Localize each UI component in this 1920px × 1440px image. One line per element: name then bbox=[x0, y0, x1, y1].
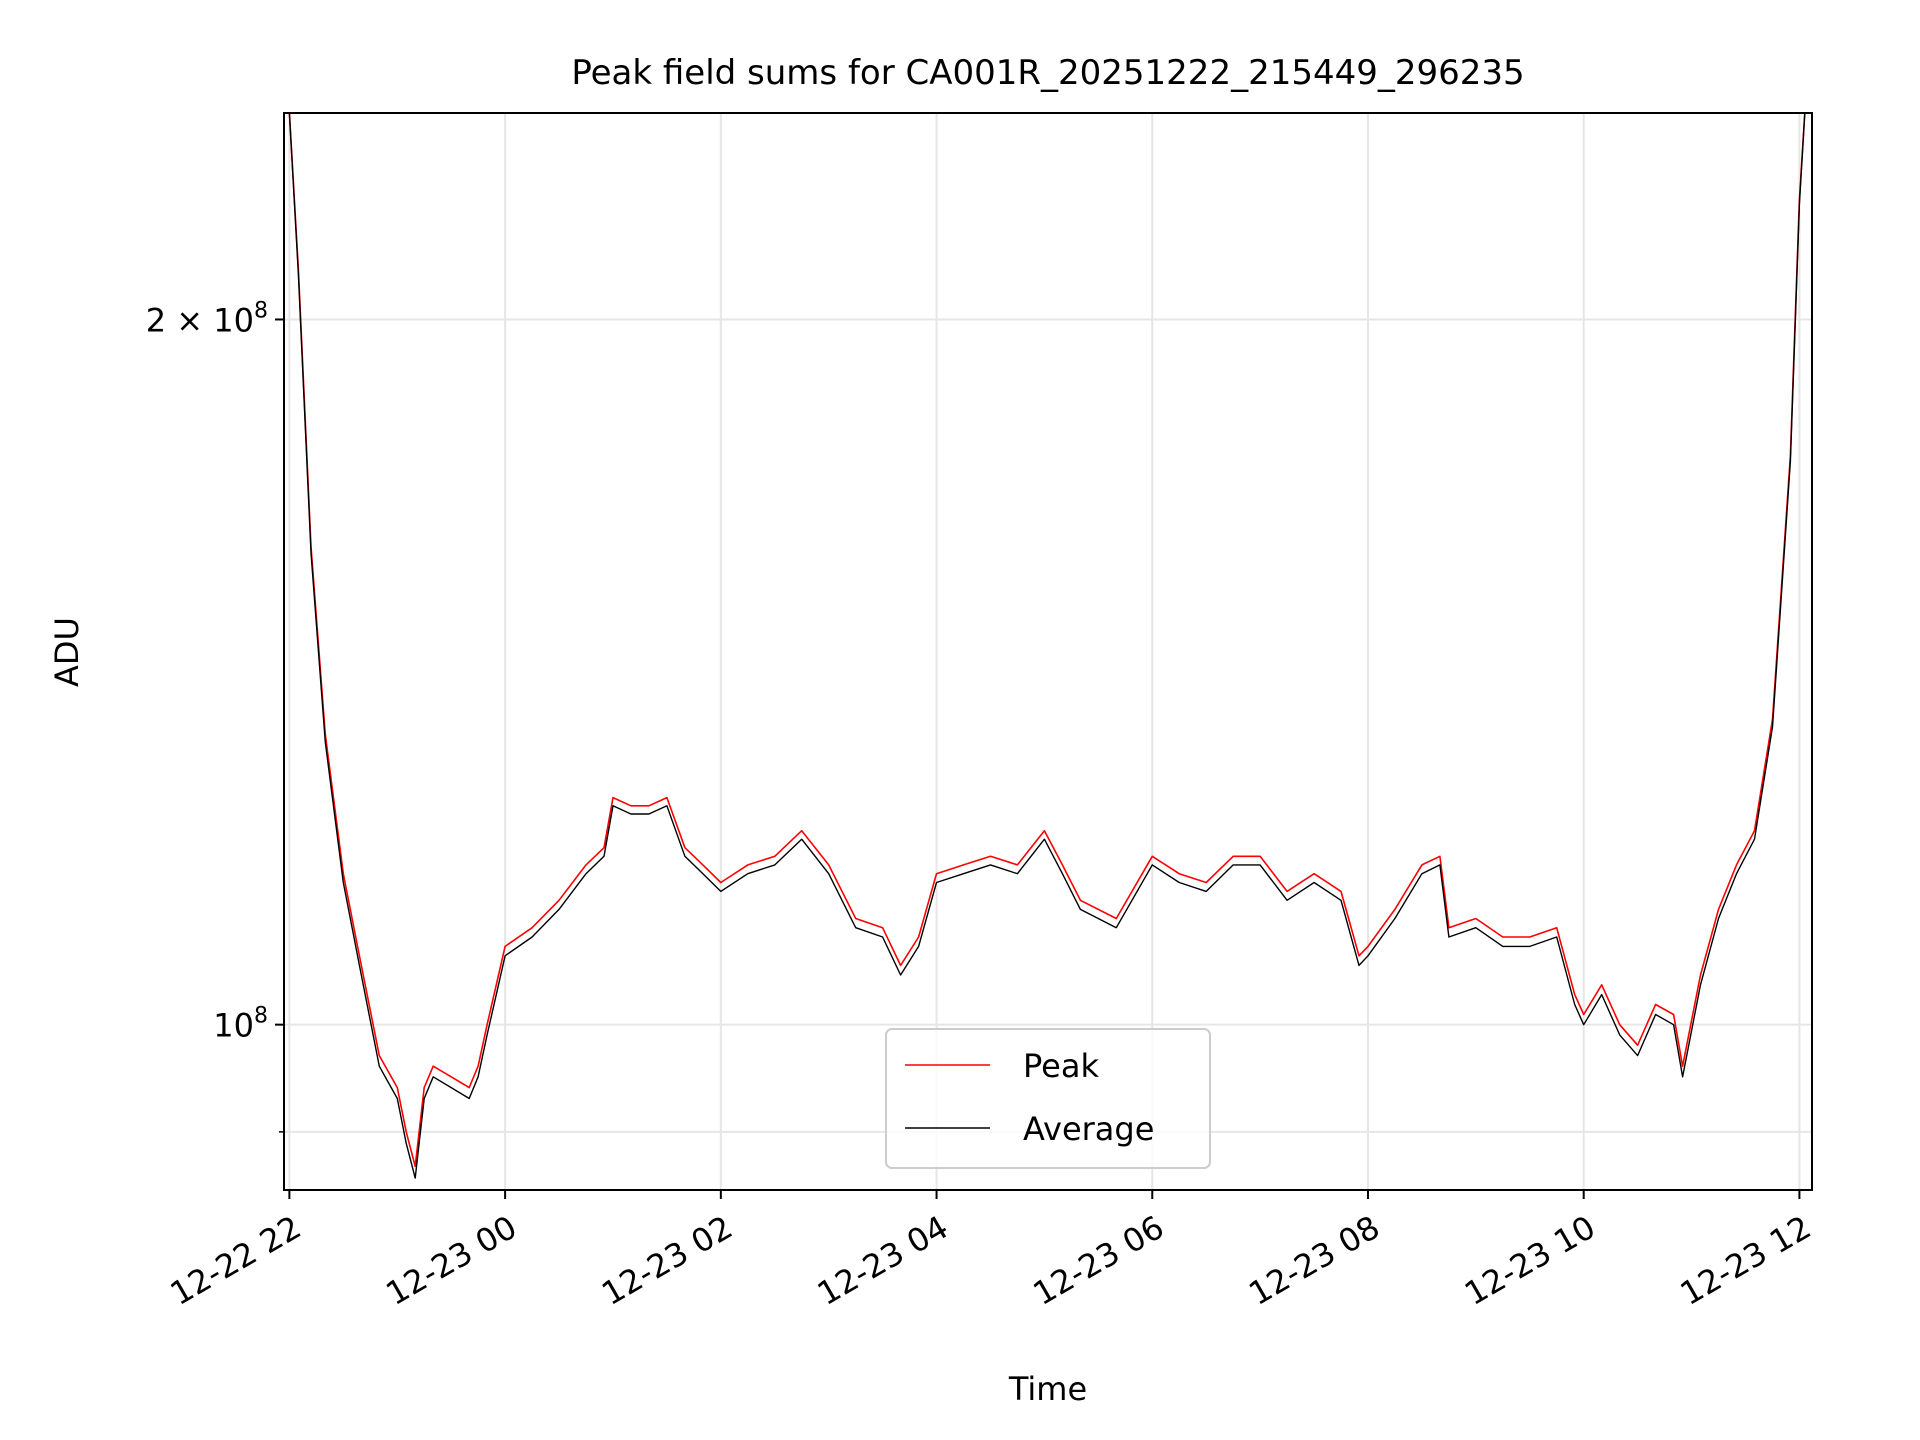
y-tick-label: 2 × 108 bbox=[146, 298, 268, 339]
series-layer bbox=[288, 112, 1806, 1179]
legend-label-average: Average bbox=[1023, 1110, 1154, 1148]
y-axis-label: ADU bbox=[48, 617, 86, 687]
series-line-average bbox=[288, 112, 1806, 1179]
x-axis-label: Time bbox=[1008, 1370, 1087, 1408]
chart-title: Peak field sums for CA001R_20251222_2154… bbox=[571, 53, 1524, 93]
legend-label-peak: Peak bbox=[1023, 1047, 1099, 1085]
series-line-peak bbox=[288, 112, 1806, 1168]
plot-frame bbox=[283, 112, 1813, 1191]
y-tick-label: 108 bbox=[213, 1004, 268, 1045]
y-axis-ticks: 108 2 × 108 bbox=[146, 298, 284, 1133]
legend: Peak Average bbox=[885, 1028, 1211, 1169]
legend-box bbox=[885, 1028, 1211, 1169]
